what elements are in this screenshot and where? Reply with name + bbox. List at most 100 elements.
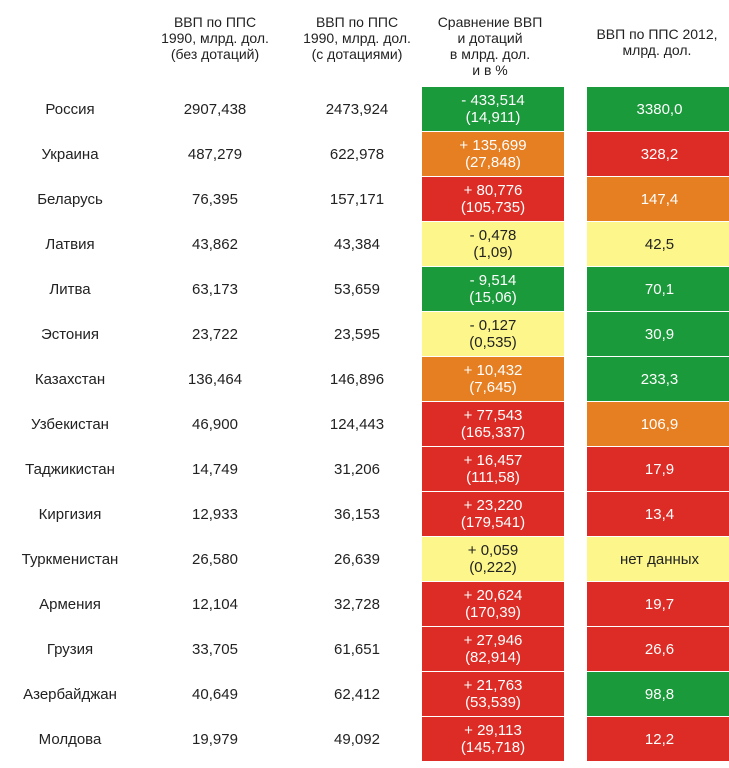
table-row: Азербайджан 40,649 62,412 + 21,763 (53,539) 9…: [0, 672, 729, 717]
country-name: Беларусь: [37, 191, 103, 208]
comparison-percent: (170,39): [465, 604, 521, 621]
table-row: Беларусь 76,395 157,171 + 80,776 (105,735) 14…: [0, 177, 729, 222]
header-line: и в %: [472, 62, 508, 78]
comparison-cell: + 16,457 (111,58): [422, 447, 564, 491]
country-name: Узбекистан: [31, 416, 109, 433]
gdp-1990-no-subsidies: 43,862: [192, 236, 238, 253]
comparison-cell: + 0,059 (0,222): [422, 537, 564, 581]
comparison-cell: + 23,220 (179,541): [422, 492, 564, 536]
table-row: Туркменистан 26,580 26,639 + 0,059 (0,222) не…: [0, 537, 729, 582]
comparison-percent: (1,09): [473, 244, 513, 261]
header-line: ВВП по ППС: [315, 14, 399, 30]
gdp-1990-with-subsidies: 26,639: [334, 551, 380, 568]
country-name: Россия: [45, 101, 95, 118]
gdp-2012-cell: 233,3: [587, 357, 729, 401]
gdp-1990-with-subsidies: 43,384: [334, 236, 380, 253]
comparison-cell: - 0,478 (1,09): [422, 222, 564, 266]
comparison-cell: - 0,127 (0,535): [422, 312, 564, 356]
header-comparison: Сравнение ВВП и дотаций в млрд. дол. и в…: [415, 14, 565, 78]
gdp-2012-cell: 30,9: [587, 312, 729, 356]
country-name: Эстония: [40, 326, 100, 343]
gdp-1990-with-subsidies: 61,651: [334, 641, 380, 658]
gdp-2012-cell: 3380,0: [587, 87, 729, 131]
header-line: 1990, млрд. дол.: [303, 30, 411, 46]
table-row: Молдова 19,979 49,092 + 29,113 (145,718) 12,2: [0, 717, 729, 762]
gdp-2012-cell: 328,2: [587, 132, 729, 176]
gdp-1990-no-subsidies: 40,649: [192, 686, 238, 703]
comparison-amount: + 10,432: [463, 362, 523, 379]
comparison-cell: + 135,699 (27,848): [422, 132, 564, 176]
comparison-amount: + 29,113: [464, 722, 522, 739]
country-name: Армения: [39, 596, 101, 613]
comparison-amount: - 0,478: [469, 227, 517, 244]
gdp-1990-no-subsidies: 2907,438: [183, 101, 247, 118]
comparison-amount: + 21,763: [463, 677, 523, 694]
comparison-cell: + 21,763 (53,539): [422, 672, 564, 716]
comparison-percent: (165,337): [460, 424, 526, 441]
gdp-2012-cell: 12,2: [587, 717, 729, 761]
country-name: Азербайджан: [23, 686, 117, 703]
gdp-1990-no-subsidies: 487,279: [187, 146, 243, 163]
table-row: Таджикистан 14,749 31,206 + 16,457 (111,58) 1…: [0, 447, 729, 492]
header-line: 1990, млрд. дол.: [161, 30, 269, 46]
header-line: ВВП по ППС: [173, 14, 257, 30]
gdp-1990-with-subsidies: 36,153: [334, 506, 380, 523]
comparison-amount: + 135,699: [459, 137, 527, 154]
gdp-1990-no-subsidies: 14,749: [192, 461, 238, 478]
comparison-percent: (0,222): [469, 559, 517, 576]
table-row: Армения 12,104 32,728 + 20,624 (170,39) 19,7: [0, 582, 729, 627]
comparison-cell: + 77,543 (165,337): [422, 402, 564, 446]
gdp-2012-cell: 13,4: [587, 492, 729, 536]
gdp-1990-with-subsidies: 32,728: [334, 596, 380, 613]
gdp-1990-with-subsidies: 49,092: [334, 731, 380, 748]
comparison-amount: - 9,514: [469, 272, 517, 289]
comparison-amount: + 23,220: [463, 497, 523, 514]
comparison-percent: (179,541): [460, 514, 526, 531]
gdp-2012-cell: 147,4: [587, 177, 729, 221]
comparison-percent: (145,718): [460, 739, 526, 756]
header-line: (с дотациями): [311, 46, 403, 62]
gdp-1990-no-subsidies: 12,933: [192, 506, 238, 523]
header-gdp-2012: ВВП по ППС 2012, млрд. дол.: [582, 26, 729, 58]
header-line: млрд. дол.: [622, 42, 692, 58]
comparison-percent: (27,848): [465, 154, 521, 171]
header-line: ВВП по ППС 2012,: [596, 26, 718, 42]
table-row: Латвия 43,862 43,384 - 0,478 (1,09) 42,5: [0, 222, 729, 267]
gdp-1990-with-subsidies: 31,206: [334, 461, 380, 478]
table-row: Узбекистан 46,900 124,443 + 77,543 (165,337)…: [0, 402, 729, 447]
header-line: (без дотаций): [170, 46, 260, 62]
header-line: в млрд. дол.: [449, 46, 531, 62]
comparison-percent: (7,645): [469, 379, 517, 396]
gdp-1990-with-subsidies: 2473,924: [325, 101, 389, 118]
country-name: Грузия: [46, 641, 94, 658]
table-row: Грузия 33,705 61,651 + 27,946 (82,914) 26,6: [0, 627, 729, 672]
gdp-2012-cell: 26,6: [587, 627, 729, 671]
gdp-1990-with-subsidies: 62,412: [334, 686, 380, 703]
gdp-2012-cell: 106,9: [587, 402, 729, 446]
comparison-cell: + 29,113 (145,718): [422, 717, 564, 761]
comparison-amount: - 433,514: [461, 92, 525, 109]
gdp-1990-no-subsidies: 23,722: [192, 326, 238, 343]
gdp-1990-no-subsidies: 26,580: [192, 551, 238, 568]
comparison-amount: + 80,776: [463, 182, 523, 199]
table-row: Киргизия 12,933 36,153 + 23,220 (179,541) 13,…: [0, 492, 729, 537]
header-line: Сравнение ВВП: [437, 14, 543, 30]
gdp-2012-cell: 42,5: [587, 222, 729, 266]
comparison-percent: (14,911): [465, 109, 521, 126]
country-name: Киргизия: [38, 506, 102, 523]
gdp-1990-no-subsidies: 33,705: [192, 641, 238, 658]
comparison-cell: + 27,946 (82,914): [422, 627, 564, 671]
comparison-cell: - 433,514 (14,911): [422, 87, 564, 131]
table-row: Литва 63,173 53,659 - 9,514 (15,06) 70,1: [0, 267, 729, 312]
gdp-1990-with-subsidies: 157,171: [329, 191, 385, 208]
gdp-1990-no-subsidies: 136,464: [187, 371, 243, 388]
gdp-1990-with-subsidies: 53,659: [334, 281, 380, 298]
comparison-cell: + 10,432 (7,645): [422, 357, 564, 401]
gdp-1990-no-subsidies: 12,104: [192, 596, 238, 613]
comparison-percent: (0,535): [469, 334, 517, 351]
table-row: Россия 2907,438 2473,924 - 433,514 (14,911) 3…: [0, 87, 729, 132]
comparison-cell: + 80,776 (105,735): [422, 177, 564, 221]
table-row: Украина 487,279 622,978 + 135,699 (27,848) 32…: [0, 132, 729, 177]
gdp-1990-no-subsidies: 76,395: [192, 191, 238, 208]
comparison-amount: - 0,127: [469, 317, 517, 334]
